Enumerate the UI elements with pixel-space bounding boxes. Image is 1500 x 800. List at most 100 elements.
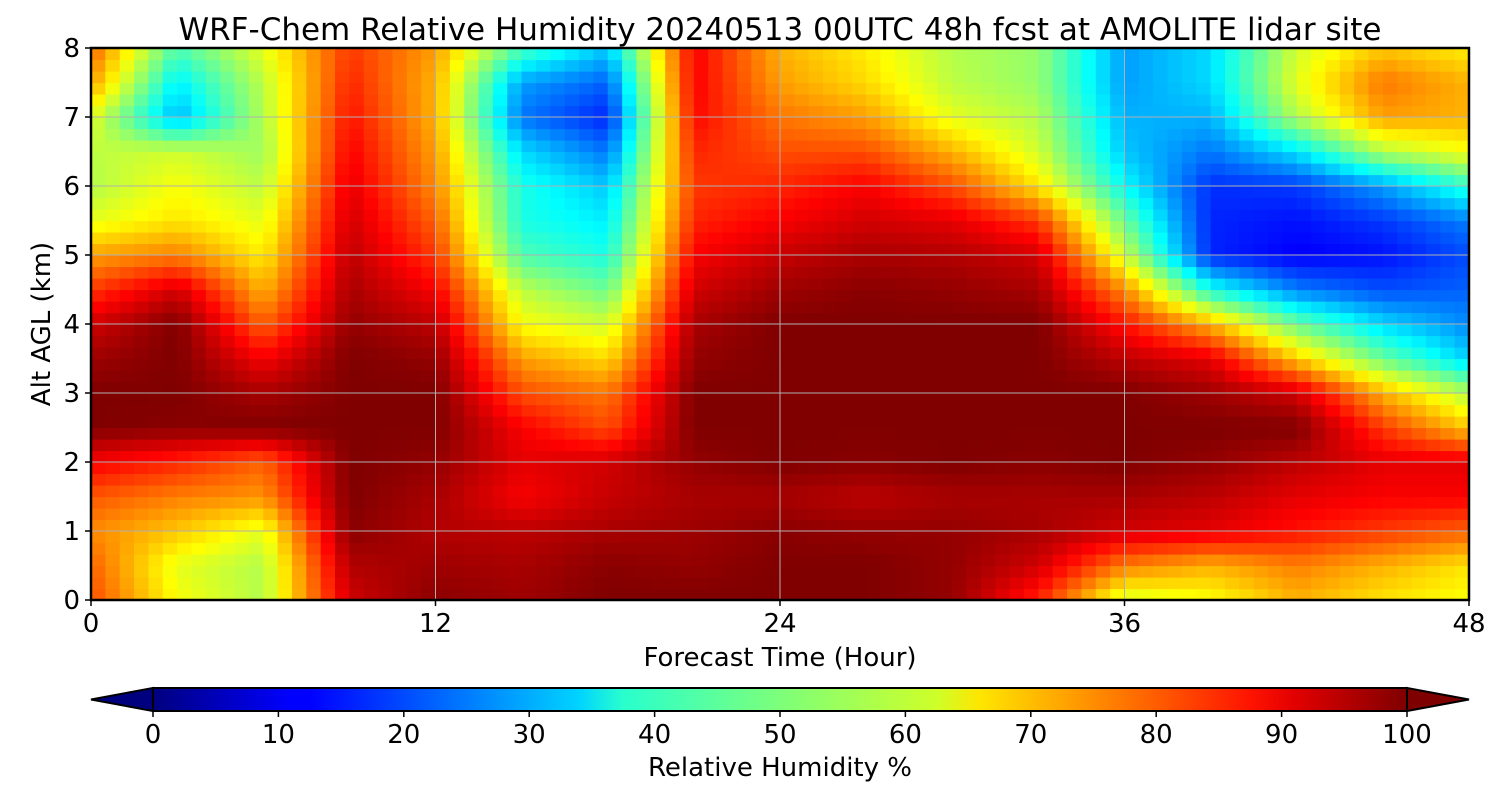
heatmap-cell bbox=[808, 59, 824, 72]
heatmap-cell bbox=[1253, 94, 1269, 107]
heatmap-cell bbox=[105, 565, 121, 578]
heatmap-cell bbox=[1411, 450, 1427, 463]
heatmap-cell bbox=[1095, 255, 1111, 268]
heatmap-cell bbox=[579, 71, 594, 84]
heatmap-cell bbox=[995, 140, 1011, 153]
heatmap-cell bbox=[507, 531, 523, 544]
heatmap-cell bbox=[837, 439, 853, 452]
heatmap-cell bbox=[1239, 462, 1255, 475]
heatmap-cell bbox=[1138, 324, 1154, 337]
heatmap-cell bbox=[909, 404, 925, 417]
heatmap-cell bbox=[1411, 174, 1427, 187]
heatmap-cell bbox=[1181, 186, 1197, 199]
heatmap-cell bbox=[952, 71, 968, 84]
heatmap-cell bbox=[1354, 542, 1370, 555]
heatmap-cell bbox=[995, 577, 1011, 590]
heatmap-cell bbox=[1224, 450, 1240, 463]
heatmap-cell bbox=[923, 278, 939, 291]
heatmap-cell bbox=[1411, 151, 1427, 164]
heatmap-cell bbox=[923, 473, 939, 486]
heatmap-cell bbox=[335, 151, 350, 164]
heatmap-cell bbox=[1196, 577, 1212, 590]
heatmap-cell bbox=[894, 496, 910, 509]
heatmap-cell bbox=[823, 485, 839, 498]
heatmap-cell bbox=[851, 462, 867, 475]
heatmap-cell bbox=[464, 232, 480, 245]
heatmap-cell bbox=[952, 266, 968, 279]
heatmap-cell bbox=[894, 462, 910, 475]
heatmap-cell bbox=[1210, 163, 1226, 176]
heatmap-cell bbox=[162, 48, 178, 61]
heatmap-cell bbox=[1339, 220, 1355, 233]
heatmap-cell bbox=[579, 128, 594, 141]
heatmap-cell bbox=[119, 439, 135, 452]
heatmap-cell bbox=[421, 519, 437, 532]
heatmap-cell bbox=[1181, 324, 1197, 337]
heatmap-cell bbox=[134, 289, 150, 302]
heatmap-cell bbox=[306, 427, 322, 440]
heatmap-cell bbox=[134, 255, 150, 268]
heatmap-cell bbox=[349, 519, 365, 532]
heatmap-cell bbox=[521, 335, 537, 348]
heatmap-cell bbox=[492, 186, 508, 199]
heatmap-cell bbox=[1138, 358, 1154, 371]
heatmap-cell bbox=[980, 473, 996, 486]
heatmap-cell bbox=[1440, 82, 1456, 95]
heatmap-cell bbox=[1382, 358, 1398, 371]
heatmap-cell bbox=[521, 48, 537, 61]
heatmap-cell bbox=[1325, 174, 1341, 187]
heatmap-cell bbox=[1038, 554, 1054, 567]
heatmap-cell bbox=[1210, 48, 1226, 61]
heatmap-cell bbox=[535, 450, 551, 463]
heatmap-cell bbox=[535, 416, 551, 429]
heatmap-cell bbox=[622, 82, 638, 95]
heatmap-cell bbox=[406, 117, 422, 130]
heatmap-cell bbox=[248, 151, 264, 164]
heatmap-cell bbox=[1311, 542, 1327, 555]
heatmap-cell bbox=[622, 404, 638, 417]
heatmap-cell bbox=[91, 554, 106, 567]
heatmap-cell bbox=[521, 243, 537, 256]
heatmap-cell bbox=[320, 232, 336, 245]
heatmap-cell bbox=[679, 347, 695, 360]
heatmap-cell bbox=[449, 255, 465, 268]
heatmap-cell bbox=[234, 151, 250, 164]
heatmap-cell bbox=[234, 255, 250, 268]
heatmap-cell bbox=[851, 565, 867, 578]
heatmap-cell bbox=[263, 358, 279, 371]
heatmap-cell bbox=[148, 416, 164, 429]
heatmap-cell bbox=[1253, 163, 1269, 176]
heatmap-cell bbox=[980, 554, 996, 567]
heatmap-cell bbox=[148, 163, 164, 176]
heatmap-cell bbox=[191, 48, 207, 61]
heatmap-cell bbox=[521, 381, 537, 394]
heatmap-cell bbox=[335, 232, 350, 245]
heatmap-cell bbox=[851, 588, 867, 600]
heatmap-cell bbox=[650, 450, 666, 463]
heatmap-cell bbox=[780, 427, 795, 440]
heatmap-cell bbox=[191, 151, 207, 164]
heatmap-cell bbox=[593, 243, 609, 256]
heatmap-cell bbox=[765, 128, 781, 141]
heatmap-cell bbox=[248, 324, 264, 337]
heatmap-cell bbox=[866, 439, 882, 452]
heatmap-cell bbox=[1138, 301, 1154, 314]
heatmap-cell bbox=[923, 542, 939, 555]
heatmap-cell bbox=[1038, 508, 1054, 521]
heatmap-cell bbox=[306, 577, 322, 590]
heatmap-cell bbox=[1311, 71, 1327, 84]
heatmap-cell bbox=[535, 151, 551, 164]
heatmap-cell bbox=[622, 370, 638, 383]
heatmap-cell bbox=[392, 312, 408, 325]
heatmap-cell bbox=[449, 209, 465, 222]
heatmap-cell bbox=[464, 508, 480, 521]
heatmap-cell bbox=[550, 174, 566, 187]
heatmap-cell bbox=[220, 381, 236, 394]
heatmap-cell bbox=[191, 370, 207, 383]
heatmap-cell bbox=[291, 243, 307, 256]
heatmap-cell bbox=[363, 82, 379, 95]
heatmap-cell bbox=[693, 151, 709, 164]
heatmap-cell bbox=[1009, 577, 1025, 590]
heatmap-cell bbox=[1239, 358, 1255, 371]
